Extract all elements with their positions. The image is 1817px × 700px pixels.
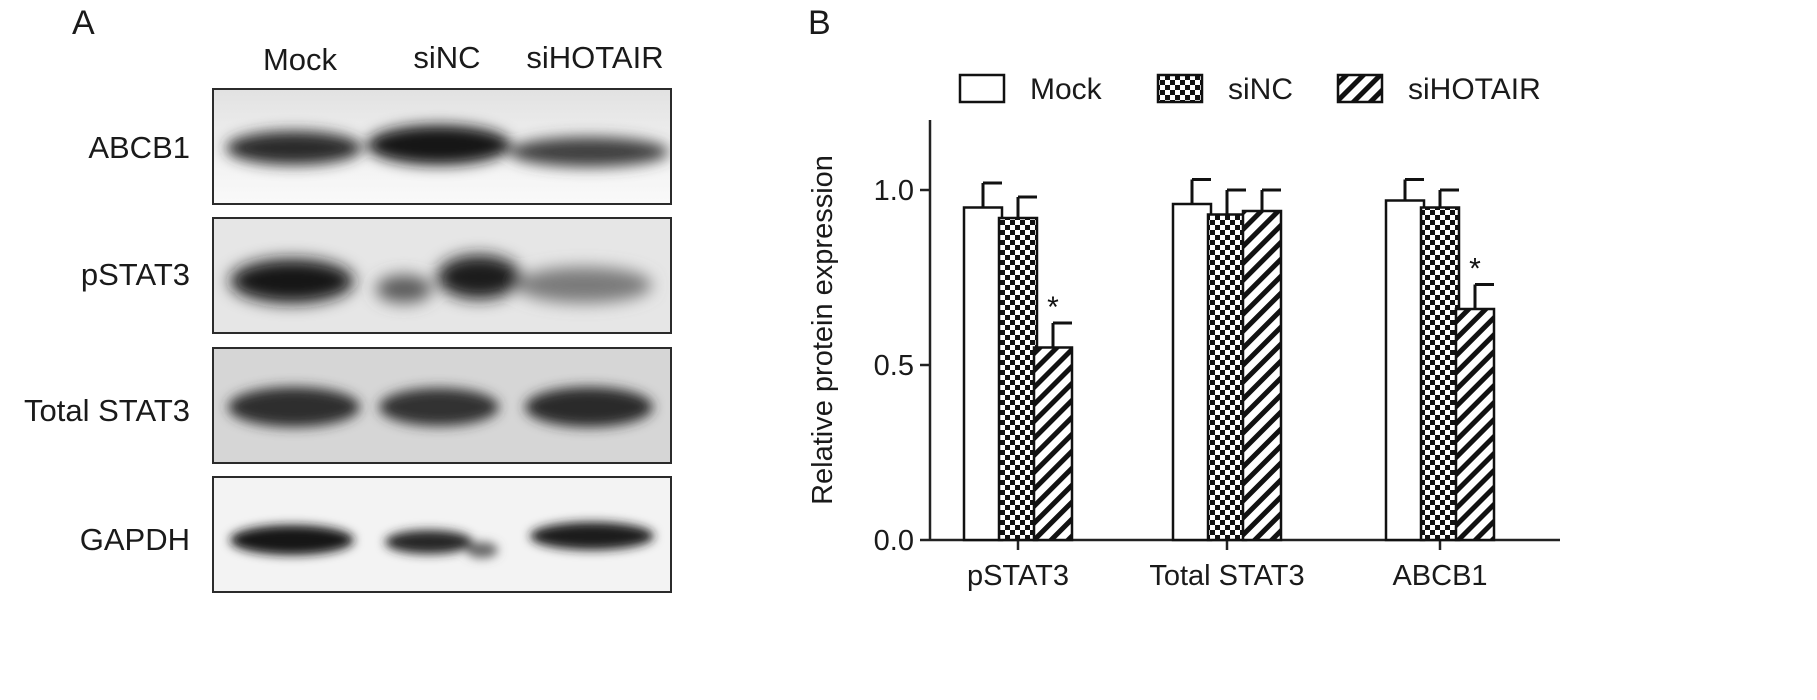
legend-swatch-sihotair [1336, 73, 1384, 104]
y-tick-label: 0.5 [874, 350, 914, 382]
legend-swatch-mock [958, 73, 1006, 104]
blot-pstat3-image [214, 219, 670, 332]
lane-label-sinc: siNC [413, 40, 481, 75]
bar-sinc [1419, 206, 1461, 542]
panel-b-letter: B [808, 4, 831, 42]
bar-sihotair [1241, 209, 1283, 542]
row-label-pstat3: pSTAT3 [80, 257, 190, 292]
blot-abcb1 [212, 88, 672, 205]
lane-label-mock: Mock [262, 42, 338, 77]
bar-sihotair [1454, 307, 1496, 542]
bar-mock [1171, 202, 1213, 542]
legend-swatch-sinc [1156, 73, 1204, 104]
bar-sinc [1206, 213, 1248, 542]
blot-total-stat3 [212, 347, 672, 464]
y-tick-label: 1.0 [874, 175, 914, 207]
row-label-total-stat3: Total STAT3 [24, 393, 190, 428]
lane-label-sihotair: siHOTAIR [526, 40, 664, 75]
bar-mock [962, 206, 1004, 542]
bar-mock [1384, 199, 1426, 542]
row-label-abcb1: ABCB1 [88, 130, 190, 165]
blot-gapdh-image [214, 478, 670, 591]
chart-legend: Mock siNC siHOTAIR [958, 73, 1541, 106]
legend-label-mock: Mock [1030, 73, 1103, 106]
blot-pstat3 [212, 217, 672, 334]
blot-abcb1-image [214, 90, 670, 203]
x-tick-label: ABCB1 [1392, 560, 1487, 592]
x-tick-label: Total STAT3 [1149, 560, 1304, 592]
bar-chart: Mock siNC siHOTAIR 0.0 0.5 1.0 Relative prote… [807, 73, 1560, 592]
chart-axes: 0.0 0.5 1.0 Relative protein expression pSTA… [807, 120, 1560, 592]
panel-a-letter: A [72, 4, 95, 42]
x-tick-label: pSTAT3 [967, 560, 1069, 592]
blot-total-stat3-image [214, 349, 670, 462]
row-label-gapdh: GAPDH [79, 522, 190, 557]
bar-sihotair [1032, 346, 1074, 542]
legend-label-sinc: siNC [1228, 73, 1293, 106]
legend-label-sihotair: siHOTAIR [1408, 73, 1541, 106]
significance-marker: * [1047, 291, 1059, 324]
significance-marker: * [1469, 253, 1481, 286]
chart-bars: ** [962, 178, 1496, 542]
y-axis-label: Relative protein expression [807, 155, 839, 505]
bar-sinc [997, 216, 1039, 542]
y-tick-label: 0.0 [874, 525, 914, 557]
blot-gapdh [212, 476, 672, 593]
